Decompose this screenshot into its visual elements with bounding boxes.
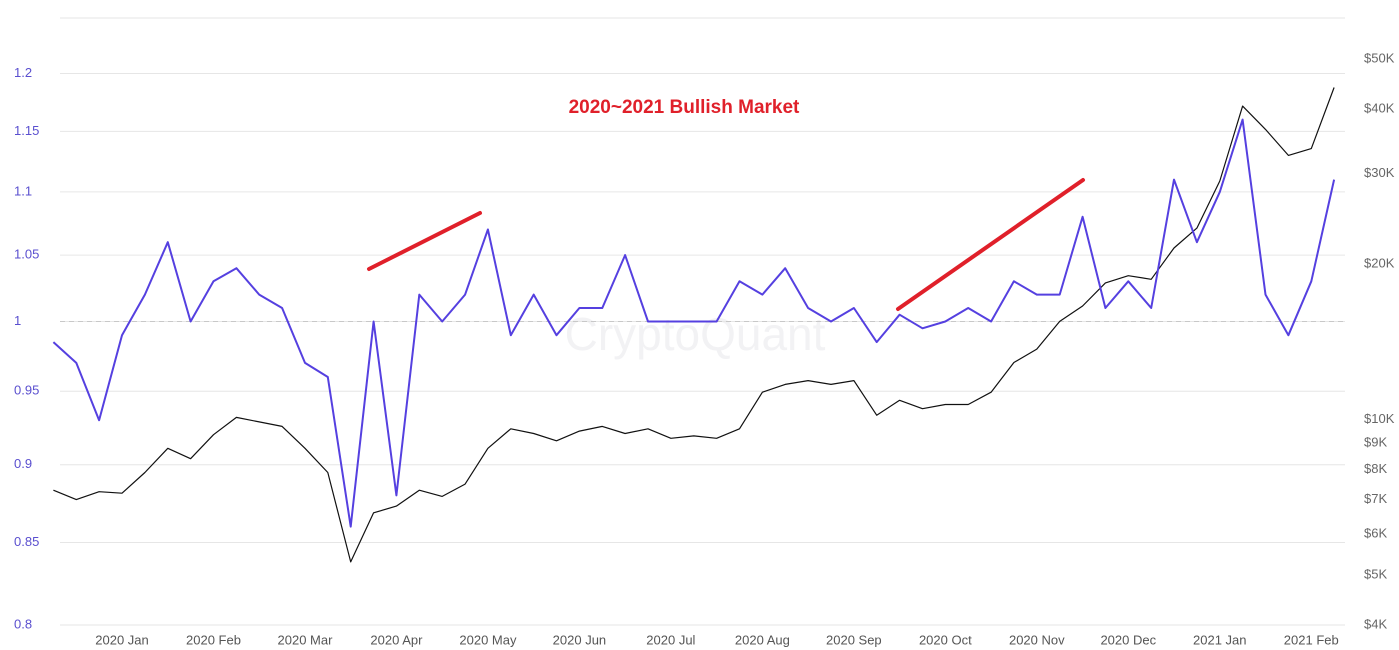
y2-tick-label: $30K — [1364, 165, 1395, 180]
trend-line — [896, 178, 1085, 311]
y-tick-label: 0.95 — [14, 383, 39, 398]
x-tick-label: 2020 Apr — [370, 632, 423, 647]
y2-tick-label: $7K — [1364, 491, 1387, 506]
x-tick-label: 2021 Jan — [1193, 632, 1247, 647]
y2-tick-label: $20K — [1364, 256, 1395, 271]
y-tick-label: 1.05 — [14, 247, 39, 262]
y-tick-label: 1.1 — [14, 183, 32, 198]
y-tick-label: 1 — [14, 313, 21, 328]
x-tick-label: 2020 Mar — [278, 632, 334, 647]
y2-tick-label: $10K — [1364, 411, 1395, 426]
y-tick-label: 1.2 — [14, 65, 32, 80]
x-tick-label: 2020 Sep — [826, 632, 882, 647]
x-tick-label: 2021 Feb — [1284, 632, 1339, 647]
y-tick-label: 0.8 — [14, 616, 32, 631]
y-tick-label: 1.15 — [14, 123, 39, 138]
x-tick-label: 2020 Nov — [1009, 632, 1065, 647]
y2-tick-label: $4K — [1364, 616, 1387, 631]
x-tick-label: 2020 Feb — [186, 632, 241, 647]
x-tick-label: 2020 Oct — [919, 632, 972, 647]
series-line — [53, 87, 1335, 563]
y2-tick-label: $9K — [1364, 435, 1387, 450]
x-tick-label: 2020 May — [459, 632, 517, 647]
x-tick-label: 2020 Jun — [553, 632, 607, 647]
y2-tick-label: $40K — [1364, 100, 1395, 115]
x-tick-label: 2020 Aug — [735, 632, 790, 647]
x-tick-label: 2020 Jan — [95, 632, 149, 647]
x-tick-label: 2020 Jul — [646, 632, 695, 647]
y2-tick-label: $5K — [1364, 566, 1387, 581]
y-tick-label: 0.85 — [14, 534, 39, 549]
y2-tick-label: $50K — [1364, 50, 1395, 65]
x-tick-label: 2020 Dec — [1100, 632, 1156, 647]
y-tick-label: 0.9 — [14, 456, 32, 471]
chart-title: 2020~2021 Bullish Market — [569, 97, 800, 118]
watermark: CryptoQuant — [565, 308, 826, 360]
series-line — [52, 118, 1336, 528]
y2-tick-label: $8K — [1364, 461, 1387, 476]
y2-tick-label: $6K — [1364, 526, 1387, 541]
trend-line — [367, 211, 482, 271]
